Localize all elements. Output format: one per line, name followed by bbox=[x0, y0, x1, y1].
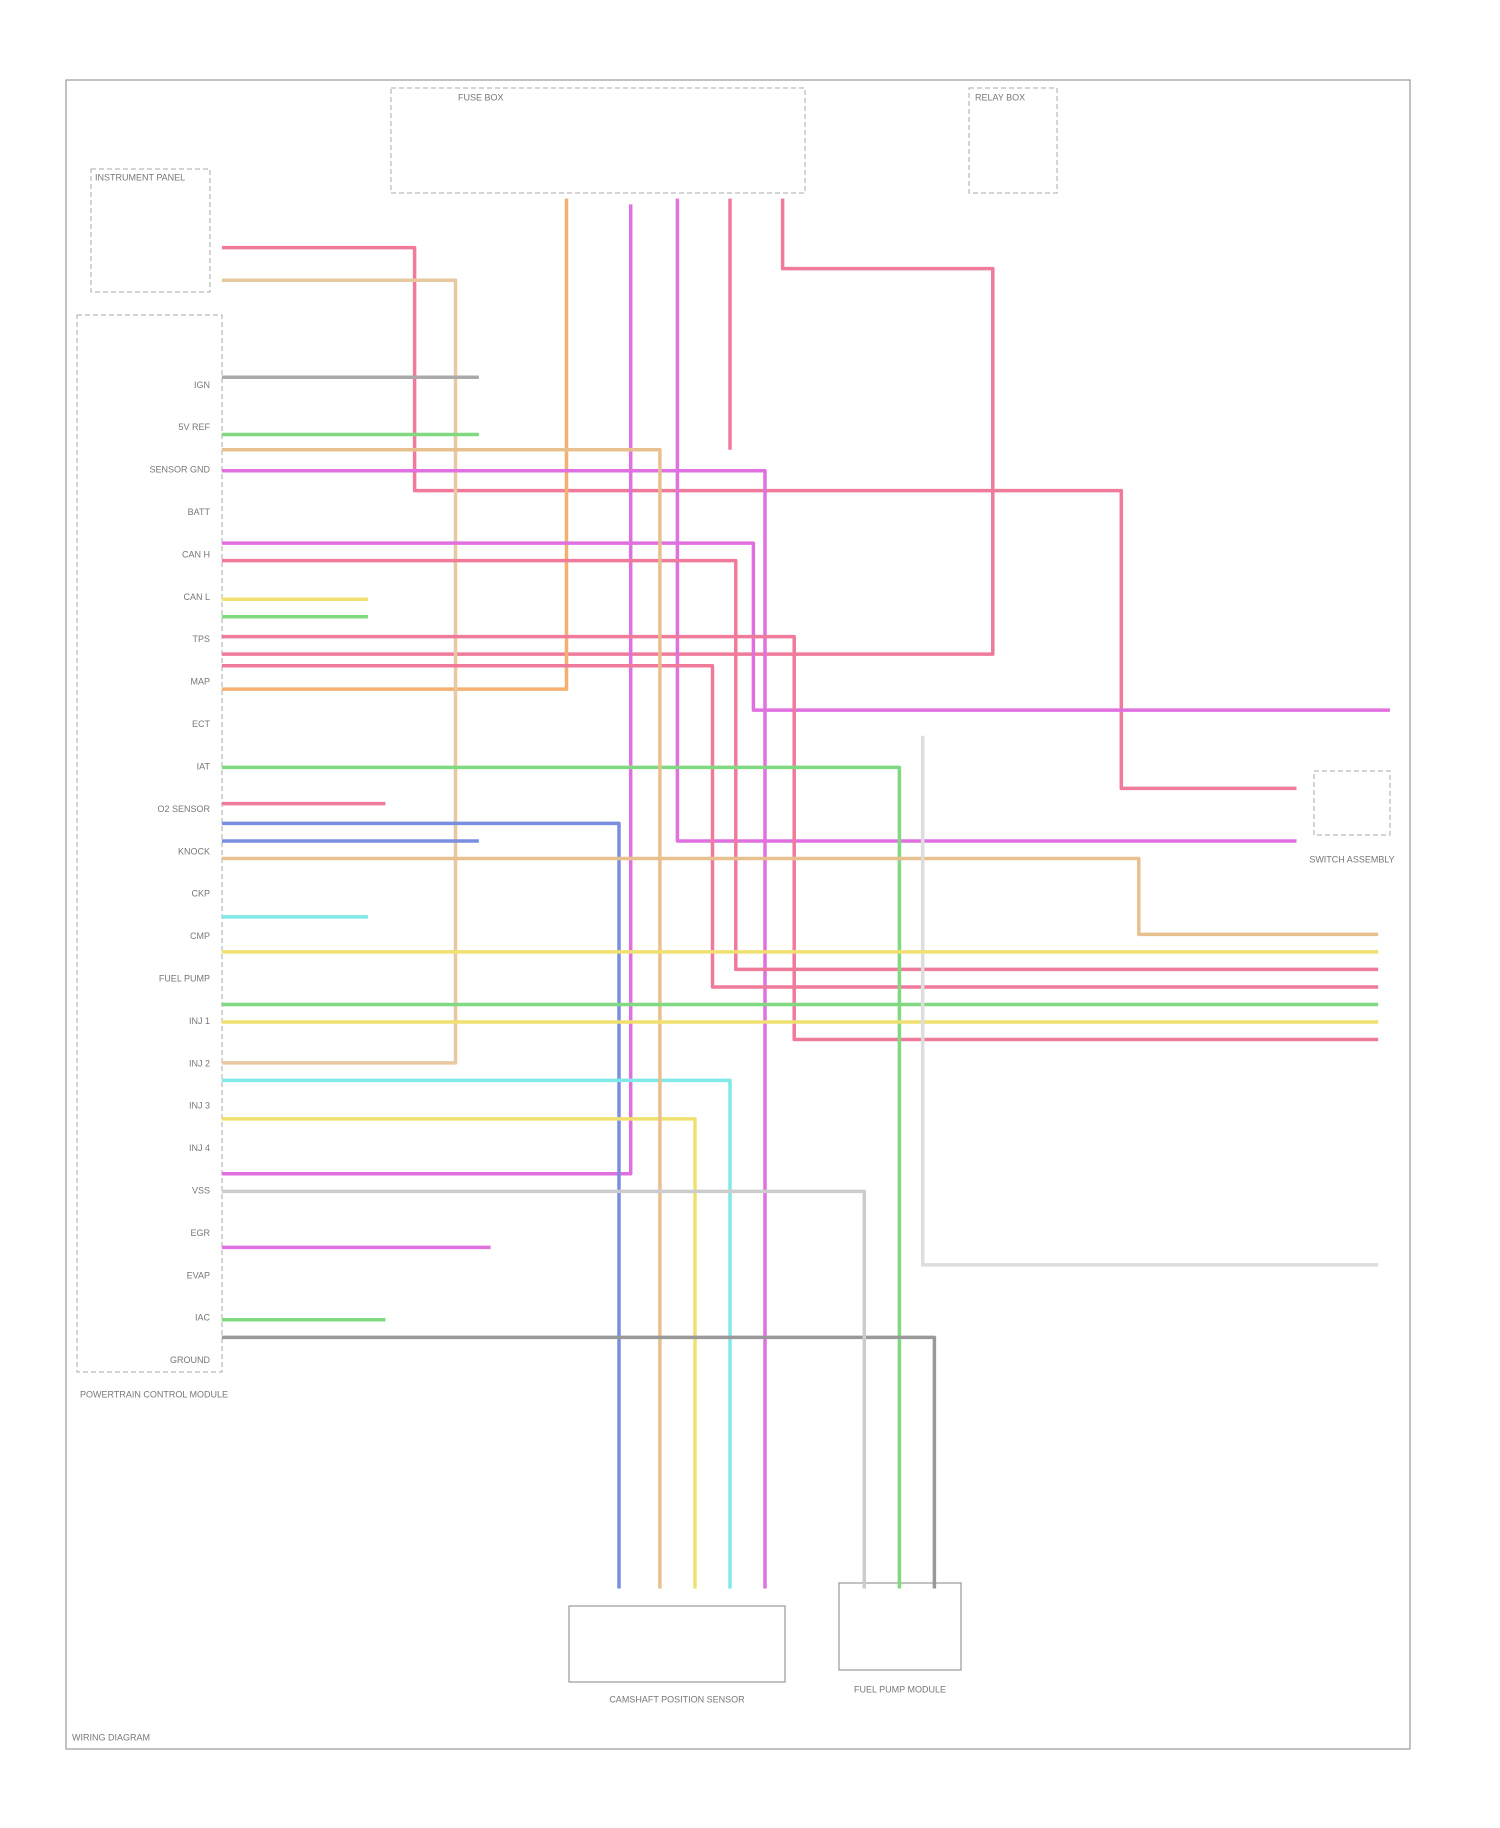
fuse-box-label: FUSE BOX bbox=[458, 92, 504, 102]
wires bbox=[221, 198, 1390, 1589]
wire bbox=[221, 278, 458, 1065]
fuse-box bbox=[390, 87, 806, 194]
pin-label: INJ 1 bbox=[189, 1016, 210, 1026]
bottom-right-connector bbox=[838, 1582, 962, 1671]
pin-label: IAT bbox=[197, 761, 211, 771]
pin-label: IAC bbox=[195, 1313, 211, 1323]
pin-label: O2 SENSOR bbox=[157, 804, 210, 814]
wire bbox=[221, 1189, 867, 1589]
wire bbox=[221, 558, 1379, 972]
wire bbox=[221, 856, 1379, 937]
wire bbox=[675, 198, 1297, 843]
pin-label: VSS bbox=[192, 1185, 210, 1195]
bottom-right-label: FUEL PUMP MODULE bbox=[854, 1684, 946, 1694]
wire bbox=[221, 664, 1379, 989]
left-component-label: INSTRUMENT PANEL bbox=[95, 172, 185, 182]
switch-box bbox=[1313, 770, 1391, 836]
module-label: POWERTRAIN CONTROL MODULE bbox=[80, 1389, 228, 1399]
pin-label: INJ 2 bbox=[189, 1058, 210, 1068]
pin-label: FUEL PUMP bbox=[159, 973, 210, 983]
pin-label: CMP bbox=[190, 931, 210, 941]
frame bbox=[65, 79, 1411, 1750]
pin-label: INJ 3 bbox=[189, 1101, 210, 1111]
wire bbox=[221, 468, 767, 1589]
module-box bbox=[76, 314, 223, 1373]
pin-label: BATT bbox=[188, 507, 211, 517]
wire bbox=[221, 204, 633, 1176]
pin-label: KNOCK bbox=[178, 846, 210, 856]
pin-label: CAN H bbox=[182, 549, 210, 559]
wire bbox=[221, 634, 1379, 1042]
wire bbox=[221, 447, 662, 1589]
pin-label: TPS bbox=[192, 634, 210, 644]
bottom-left-connector bbox=[568, 1605, 786, 1683]
wire bbox=[221, 1335, 937, 1589]
pin-label: MAP bbox=[190, 677, 210, 687]
pin-label: GROUND bbox=[170, 1355, 210, 1365]
left-component bbox=[90, 168, 211, 293]
pin-label: EVAP bbox=[187, 1270, 210, 1280]
pin-label: CKP bbox=[191, 889, 210, 899]
pin-label: SENSOR GND bbox=[149, 465, 210, 475]
pin-label: IGN bbox=[194, 380, 210, 390]
wire bbox=[221, 821, 621, 1589]
wire bbox=[221, 1117, 697, 1589]
pin-label: 5V REF bbox=[178, 422, 210, 432]
relay-box bbox=[968, 87, 1058, 194]
pin-label: ECT bbox=[192, 719, 211, 729]
pin-label: INJ 4 bbox=[189, 1143, 210, 1153]
wire bbox=[221, 541, 1390, 712]
relay-box-label: RELAY BOX bbox=[975, 92, 1025, 102]
footer: WIRING DIAGRAM bbox=[72, 1732, 150, 1742]
wire bbox=[221, 198, 995, 656]
wire bbox=[920, 735, 1379, 1267]
bottom-left-label: CAMSHAFT POSITION SENSOR bbox=[609, 1694, 745, 1704]
pin-label: EGR bbox=[190, 1228, 210, 1238]
pin-label: CAN L bbox=[183, 592, 210, 602]
wire bbox=[221, 198, 569, 691]
wire bbox=[221, 1078, 732, 1589]
right-component-label: SWITCH ASSEMBLY bbox=[1309, 854, 1394, 864]
wire bbox=[221, 765, 902, 1589]
wire bbox=[221, 245, 1297, 791]
